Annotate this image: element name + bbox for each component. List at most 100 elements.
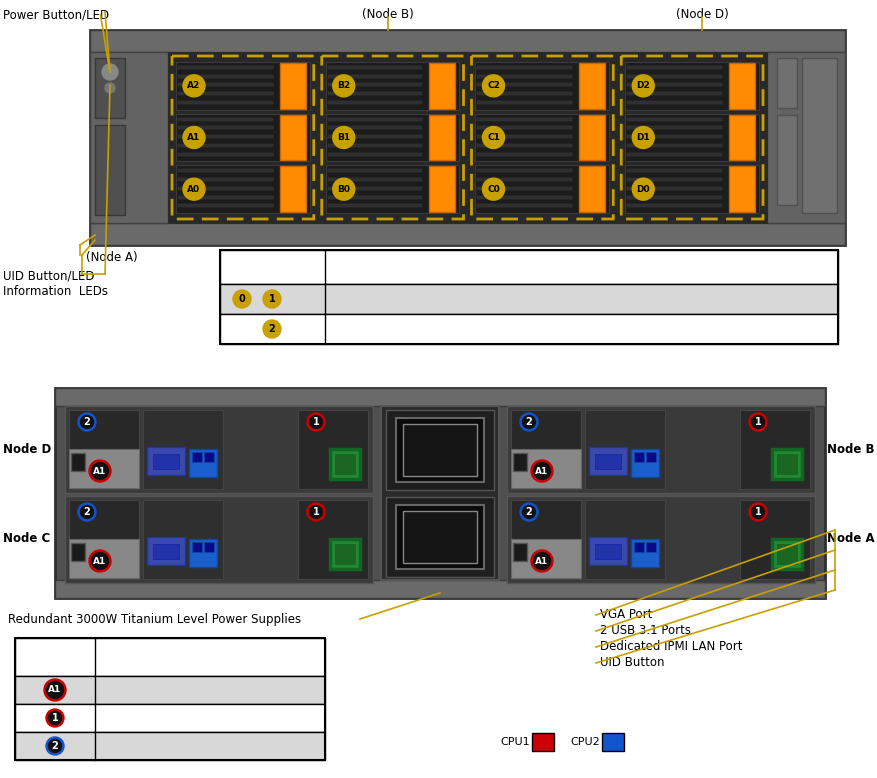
Bar <box>220 250 837 344</box>
Text: 1: 1 <box>52 713 58 723</box>
Circle shape <box>48 712 61 724</box>
Bar <box>584 410 664 489</box>
Bar <box>477 152 572 156</box>
Text: VGA Port: VGA Port <box>599 608 652 621</box>
Bar <box>327 144 422 147</box>
Bar <box>475 62 609 110</box>
Circle shape <box>332 75 354 96</box>
Bar <box>178 75 273 78</box>
Bar <box>325 114 459 161</box>
Circle shape <box>522 506 535 518</box>
Bar <box>143 410 223 489</box>
Bar <box>386 410 494 490</box>
Text: 0: 0 <box>239 294 245 304</box>
Text: CPU1: CPU1 <box>499 737 529 747</box>
Bar <box>396 505 483 569</box>
Text: (Node B): (Node B) <box>361 8 413 21</box>
Circle shape <box>533 462 550 479</box>
Bar <box>220 250 837 344</box>
Bar <box>510 410 581 489</box>
Bar <box>633 452 643 462</box>
Text: CPU2: CPU2 <box>569 737 599 747</box>
Bar <box>95 58 125 118</box>
Bar <box>90 30 844 52</box>
Bar <box>626 75 721 78</box>
Text: 2x 3.5" Hot-Swap NVMe Gen5 (CPU1)/SAS Drive Bays: 2x 3.5" Hot-Swap NVMe Gen5 (CPU1)/SAS Dr… <box>332 294 630 304</box>
Bar <box>327 75 422 78</box>
Bar <box>178 93 273 95</box>
Circle shape <box>332 178 354 200</box>
Bar <box>403 511 476 563</box>
Bar <box>317 52 467 223</box>
Bar <box>510 449 581 488</box>
Circle shape <box>91 552 109 569</box>
Text: Node A: Node A <box>826 532 874 545</box>
Text: Node D: Node D <box>3 443 51 455</box>
Bar <box>506 496 814 583</box>
Bar <box>146 537 185 565</box>
Text: A2: A2 <box>187 82 201 90</box>
Bar <box>728 166 754 212</box>
Bar <box>55 580 824 598</box>
Text: Slot
(Node A-D): Slot (Node A-D) <box>25 642 86 664</box>
Bar <box>626 170 721 173</box>
Bar <box>381 406 498 580</box>
Text: D1: D1 <box>636 133 649 142</box>
Text: B0: B0 <box>337 184 350 194</box>
Circle shape <box>81 506 93 518</box>
Bar <box>631 449 659 477</box>
Bar <box>15 676 324 704</box>
Text: A1: A1 <box>187 133 201 142</box>
Circle shape <box>631 127 653 149</box>
Bar <box>220 250 837 284</box>
Bar <box>192 542 202 552</box>
Circle shape <box>91 462 109 479</box>
Text: Power Button/LED: Power Button/LED <box>3 8 109 21</box>
Circle shape <box>46 709 64 727</box>
Bar <box>626 152 721 156</box>
Bar <box>69 500 139 579</box>
Bar <box>475 166 609 213</box>
Bar <box>617 52 766 223</box>
Circle shape <box>519 503 538 521</box>
Circle shape <box>263 320 281 338</box>
Text: 1: 1 <box>312 507 319 517</box>
Bar <box>65 406 373 493</box>
Text: (Node C): (Node C) <box>782 251 834 264</box>
Text: B1: B1 <box>337 133 350 142</box>
Circle shape <box>78 503 96 521</box>
Text: Node D: Node D <box>667 251 716 264</box>
Bar <box>175 62 310 110</box>
Bar <box>477 187 572 190</box>
Text: Node A: Node A <box>219 251 267 264</box>
Bar <box>626 126 721 129</box>
Bar <box>626 66 721 69</box>
Bar <box>776 544 796 564</box>
Text: Node C: Node C <box>3 532 50 545</box>
Bar <box>90 52 168 223</box>
Text: 1: 1 <box>312 417 319 427</box>
Bar <box>153 454 179 469</box>
Bar <box>579 166 604 212</box>
Circle shape <box>263 290 281 308</box>
Bar <box>327 152 422 156</box>
Bar <box>739 500 809 579</box>
Bar <box>579 114 604 160</box>
Text: AIOM Slot PCI-E 5.0 x16: AIOM Slot PCI-E 5.0 x16 <box>103 685 234 695</box>
Bar <box>220 314 837 344</box>
Bar <box>178 144 273 147</box>
Bar <box>467 52 617 223</box>
Bar <box>189 539 217 567</box>
Circle shape <box>482 75 504 96</box>
Bar <box>626 117 721 121</box>
Bar <box>602 733 624 751</box>
Text: C2: C2 <box>487 82 499 90</box>
Circle shape <box>44 679 66 701</box>
Text: B2: B2 <box>337 82 350 90</box>
Bar <box>175 166 310 213</box>
Bar <box>626 83 721 86</box>
Bar <box>71 453 85 471</box>
Circle shape <box>307 413 324 431</box>
Text: Drive Bay
(Node A-D): Drive Bay (Node A-D) <box>238 254 306 275</box>
Bar <box>15 638 324 760</box>
